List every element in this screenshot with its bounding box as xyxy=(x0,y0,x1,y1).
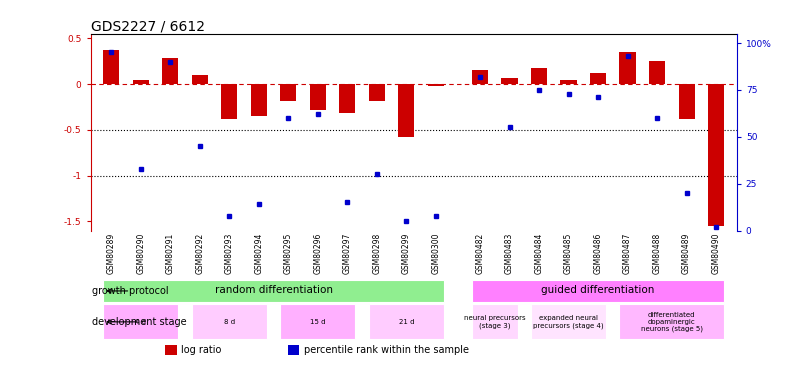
Text: percentile rank within the sample: percentile rank within the sample xyxy=(304,345,469,355)
Text: GSM80297: GSM80297 xyxy=(343,233,351,274)
Text: development stage: development stage xyxy=(92,317,187,327)
Text: GDS2227 / 6612: GDS2227 / 6612 xyxy=(91,20,205,34)
Bar xyxy=(281,84,296,100)
Text: 4 d: 4 d xyxy=(136,319,147,325)
Bar xyxy=(281,304,355,339)
Bar xyxy=(165,345,177,355)
Text: GSM80296: GSM80296 xyxy=(314,233,322,274)
Bar xyxy=(310,84,326,110)
Text: GSM80484: GSM80484 xyxy=(534,233,544,274)
Text: GSM80298: GSM80298 xyxy=(372,233,381,274)
Bar xyxy=(132,80,149,84)
Text: GSM80292: GSM80292 xyxy=(195,233,204,274)
Text: GSM80483: GSM80483 xyxy=(505,233,514,274)
Bar xyxy=(339,84,355,113)
Text: 15 d: 15 d xyxy=(310,319,325,325)
Bar xyxy=(428,84,444,86)
Bar xyxy=(191,304,267,339)
Bar xyxy=(531,304,606,339)
Bar xyxy=(590,73,606,84)
Text: 8 d: 8 d xyxy=(224,319,235,325)
Text: neural precursors
(stage 3): neural precursors (stage 3) xyxy=(464,315,526,328)
Text: GSM80289: GSM80289 xyxy=(106,233,116,274)
Text: expanded neural
precursors (stage 4): expanded neural precursors (stage 4) xyxy=(533,315,604,328)
Text: GSM80487: GSM80487 xyxy=(623,233,632,274)
Text: 21 d: 21 d xyxy=(399,319,414,325)
Bar xyxy=(369,304,444,339)
Text: GSM80488: GSM80488 xyxy=(652,233,662,274)
Bar xyxy=(398,84,414,137)
Text: GSM80482: GSM80482 xyxy=(476,233,485,274)
Bar xyxy=(678,84,695,119)
Bar xyxy=(619,52,636,84)
Bar xyxy=(369,84,385,100)
Bar xyxy=(162,58,178,84)
Text: GSM80291: GSM80291 xyxy=(165,233,175,274)
Text: GSM80293: GSM80293 xyxy=(225,233,234,274)
Text: growth protocol: growth protocol xyxy=(92,286,169,296)
Bar xyxy=(560,80,577,84)
Text: GSM80290: GSM80290 xyxy=(136,233,145,274)
Bar xyxy=(472,70,489,84)
Bar xyxy=(103,280,444,302)
Bar xyxy=(649,61,665,84)
Text: GSM80295: GSM80295 xyxy=(284,233,293,274)
Bar xyxy=(531,68,547,84)
Bar xyxy=(191,75,208,84)
Bar xyxy=(288,345,299,355)
Text: GSM80299: GSM80299 xyxy=(402,233,411,274)
Text: GSM80490: GSM80490 xyxy=(712,233,721,274)
Text: GSM80486: GSM80486 xyxy=(593,233,603,274)
Text: GSM80294: GSM80294 xyxy=(255,233,263,274)
Text: random differentiation: random differentiation xyxy=(214,285,333,296)
Bar xyxy=(221,84,237,119)
Text: GSM80300: GSM80300 xyxy=(431,233,440,274)
Bar xyxy=(103,50,120,84)
Bar xyxy=(103,304,178,339)
Text: differentiated
dopaminergic
neurons (stage 5): differentiated dopaminergic neurons (sta… xyxy=(641,312,703,332)
Bar xyxy=(501,78,518,84)
Bar xyxy=(619,304,724,339)
Bar xyxy=(472,304,518,339)
Text: GSM80485: GSM80485 xyxy=(564,233,573,274)
Text: GSM80489: GSM80489 xyxy=(682,233,691,274)
Text: guided differentiation: guided differentiation xyxy=(541,285,655,296)
Bar xyxy=(472,280,724,302)
Bar xyxy=(251,84,267,116)
Text: log ratio: log ratio xyxy=(181,345,221,355)
Bar xyxy=(708,84,724,226)
